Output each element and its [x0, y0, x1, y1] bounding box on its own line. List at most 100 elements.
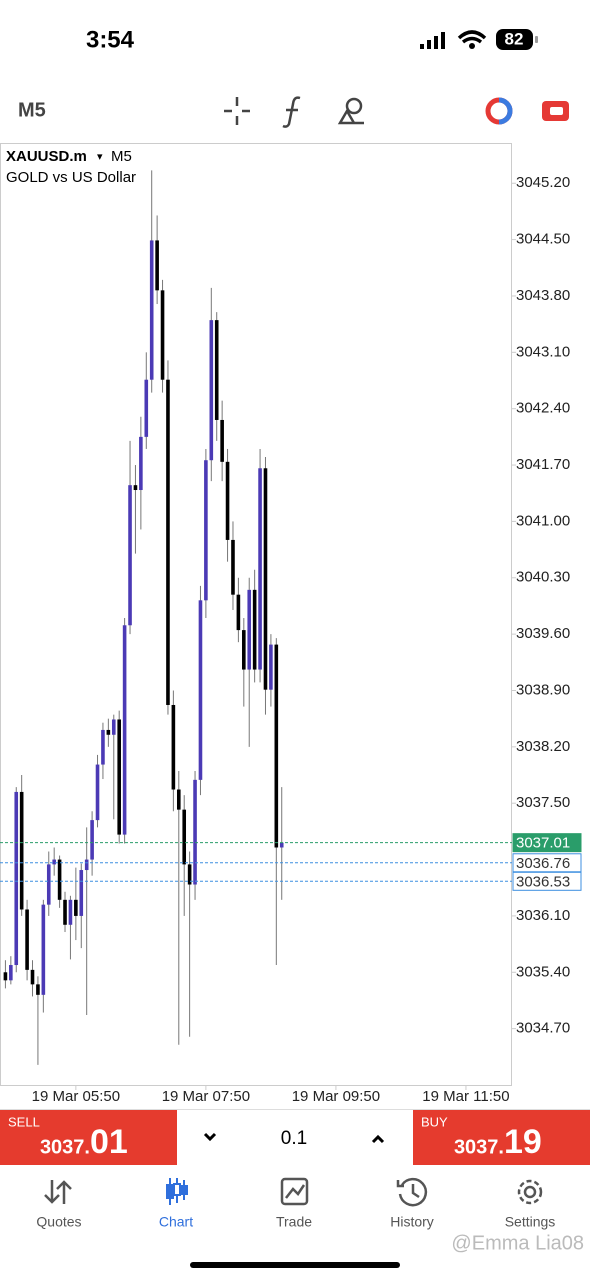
volume-up[interactable]	[371, 1134, 385, 1144]
timeframe-button[interactable]: M5	[18, 99, 46, 121]
settings-icon	[517, 1179, 543, 1205]
sell-label: SELL	[8, 1114, 40, 1129]
y-tick-label: 3035.40	[516, 963, 570, 980]
candle-body	[95, 764, 100, 821]
candle-body	[204, 460, 208, 601]
price-label-box	[512, 871, 582, 891]
candle-body	[269, 644, 273, 690]
plot-area	[3, 170, 284, 1065]
price-label: 3036.76	[516, 855, 570, 872]
candle-body	[3, 972, 8, 981]
x-tick-label: 19 Mar 07:50	[162, 1088, 250, 1105]
buy-price-head: 3037.	[454, 1136, 504, 1158]
objects-button[interactable]	[337, 97, 364, 125]
tab-label[interactable]: Quotes	[36, 1214, 81, 1230]
candle-body	[171, 704, 176, 790]
candle-body	[52, 859, 56, 865]
candle-body	[25, 909, 29, 970]
tab-label[interactable]: Settings	[505, 1214, 556, 1230]
candle-body	[139, 436, 143, 491]
chart-description: GOLD vs US Dollar	[6, 169, 136, 186]
candle-body	[117, 719, 121, 835]
wifi-dot	[469, 43, 475, 49]
candle-body	[263, 468, 268, 690]
candle-body	[149, 240, 154, 380]
crosshair-button[interactable]	[224, 97, 250, 125]
y-tick-label: 3037.50	[516, 794, 570, 811]
chart-icon	[166, 1178, 188, 1205]
price-label: 3036.53	[516, 873, 570, 890]
volume[interactable]: 0.1	[281, 1128, 307, 1149]
battery-icon	[496, 29, 533, 50]
buy-label: BUY	[421, 1114, 448, 1129]
sell-price-head: 3037.	[40, 1136, 90, 1158]
status-time: 3:54	[86, 26, 135, 53]
sell-price-tail: 01	[90, 1123, 128, 1161]
chart-symbol: XAUUSD.m	[6, 148, 87, 165]
trade-button-half	[498, 97, 513, 125]
y-tick-label: 3043.10	[516, 343, 570, 360]
trade-icon	[280, 1177, 309, 1206]
candle-body	[133, 485, 138, 491]
price-label: 3037.01	[516, 835, 570, 852]
candle-body	[225, 461, 230, 540]
candle-body	[252, 589, 257, 670]
candle-body	[36, 984, 40, 995]
candle-body	[247, 589, 252, 670]
candle-body	[63, 899, 67, 925]
x-tick-label: 19 Mar 05:50	[32, 1088, 120, 1105]
candle-body	[176, 789, 181, 810]
chart-timeframe: M5	[111, 148, 132, 165]
volume-down[interactable]	[203, 1132, 217, 1142]
candle-body	[193, 779, 197, 885]
battery-tip	[535, 36, 538, 43]
candle-body	[46, 864, 51, 905]
candle-body	[160, 290, 165, 380]
candle-body	[242, 630, 246, 670]
candle-body	[79, 870, 84, 916]
candle-body	[231, 539, 235, 595]
price-label-box	[512, 853, 582, 873]
tab-label[interactable]: Chart	[159, 1214, 193, 1230]
symbol-arrow[interactable]: ▾	[97, 151, 103, 163]
candle-body	[9, 965, 13, 981]
candle-body	[258, 468, 262, 670]
wifi-icon	[457, 30, 487, 44]
signal-icon	[420, 32, 445, 49]
y-tick-label: 3036.10	[516, 907, 570, 924]
candle-body	[111, 719, 116, 735]
candle-body	[144, 379, 149, 437]
watermark: @Emma Lia08	[451, 1232, 584, 1254]
candle-body	[274, 644, 279, 848]
candle-body	[166, 379, 170, 705]
y-tick-label: 3038.90	[516, 681, 570, 698]
y-tick-label: 3043.80	[516, 287, 570, 304]
y-tick-label: 3042.40	[516, 400, 570, 417]
candle-body	[106, 729, 111, 735]
candle-body	[187, 864, 192, 885]
account-button-inner	[550, 107, 563, 115]
candle-body	[74, 899, 78, 916]
buy-price-tail: 19	[504, 1123, 542, 1161]
candle-body	[236, 594, 241, 631]
candle-body	[19, 791, 24, 910]
indicators-button[interactable]	[282, 96, 301, 128]
tab-labels: Quotes Chart Trade History Settings	[36, 1214, 555, 1230]
sell-button[interactable]	[0, 1110, 177, 1165]
y-tick-label: 3038.20	[516, 738, 570, 755]
y-tick-label: 3044.50	[516, 231, 570, 248]
candle-body	[90, 820, 94, 860]
candle-body	[30, 969, 35, 985]
candle-body	[128, 485, 132, 626]
tab-label[interactable]: History	[390, 1214, 434, 1230]
y-tick-label: 3034.70	[516, 1020, 570, 1037]
y-tick-label: 3045.20	[516, 174, 570, 191]
buy-button[interactable]	[413, 1110, 590, 1165]
candle-body	[101, 729, 105, 765]
candle-body	[68, 899, 73, 925]
y-tick-label: 3041.00	[516, 512, 570, 529]
tab-label[interactable]: Trade	[276, 1214, 312, 1230]
candle-body	[220, 419, 224, 462]
